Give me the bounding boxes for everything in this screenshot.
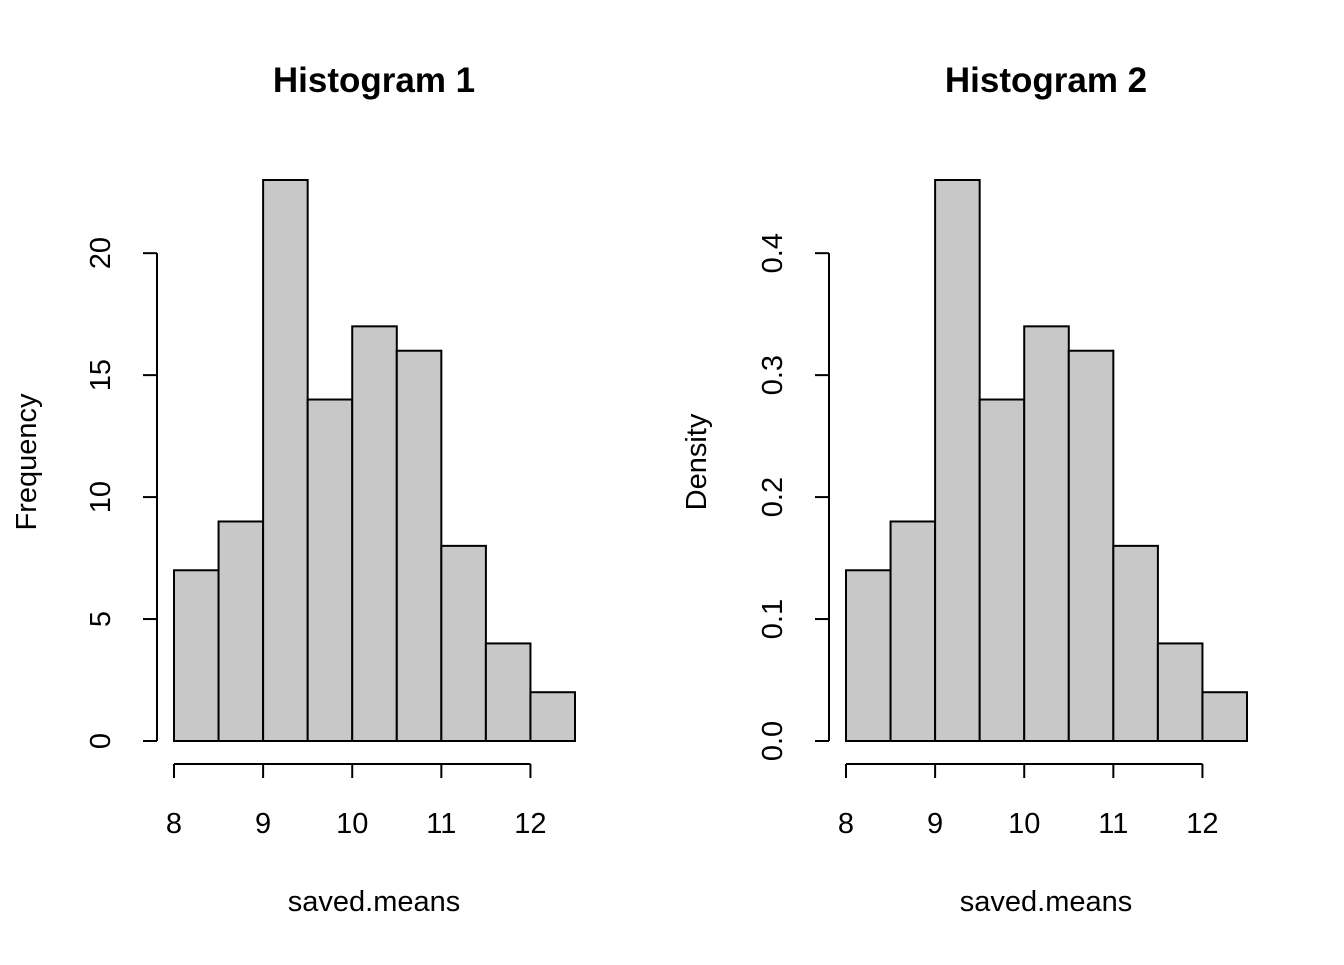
histogram-1-x-axis: 8 9 10 11 12 — [166, 763, 547, 840]
histogram-2-y-tick-label-1: 0.0 — [757, 721, 789, 761]
histogram-2-x-axis: 8 9 10 11 12 — [838, 763, 1219, 840]
histogram-1-bars — [173, 179, 577, 743]
histogram-1-panel: Histogram 1 saved.means Frequency 8 9 10 11… — [11, 61, 577, 918]
histogram-2-y-tick-label-5: 0.4 — [757, 233, 789, 273]
histogram-1-bar-4 — [306, 398, 354, 742]
histogram-2-panel: Histogram 2 saved.means Density 8 9 10 11 12… — [681, 61, 1249, 918]
histogram-2-bar-1 — [845, 569, 892, 742]
histogram-2-bar-6 — [1067, 349, 1115, 742]
histogram-2-x-tick-label-3: 10 — [1008, 808, 1040, 840]
histogram-2-x-tick-label-1: 8 — [838, 808, 854, 840]
histogram-2-bar-5 — [1023, 325, 1070, 742]
histogram-1-x-tick-label-3: 10 — [336, 808, 368, 840]
histogram-1-x-tick-label-2: 9 — [255, 808, 271, 840]
histogram-2-bar-9 — [1201, 691, 1249, 743]
histogram-1-bar-8 — [484, 642, 532, 742]
histogram-2-y-axis-label: Density — [681, 413, 713, 510]
histogram-1-bar-2 — [217, 520, 265, 743]
histogram-1-bar-6 — [395, 349, 443, 742]
histogram-1-y-tick-label-2: 5 — [85, 611, 117, 627]
histogram-2-x-axis-label: saved.means — [960, 886, 1133, 918]
histogram-2-bar-3 — [934, 179, 981, 742]
histogram-2-bar-2 — [889, 520, 937, 743]
histogram-2-x-tick-label-4: 11 — [1098, 808, 1128, 840]
histogram-2-y-tick-label-3: 0.2 — [757, 477, 789, 517]
histogram-2-x-tick-label-2: 9 — [927, 808, 943, 840]
histogram-2-x-tick-label-5: 12 — [1186, 808, 1218, 840]
histogram-2-bars — [845, 179, 1249, 743]
histogram-2-y-tick-label-4: 0.3 — [757, 355, 789, 395]
histogram-1-x-tick-label-1: 8 — [166, 808, 182, 840]
histogram-1-bar-5 — [351, 325, 398, 742]
histogram-2-bar-8 — [1156, 642, 1204, 742]
histogram-1-bar-7 — [440, 544, 487, 742]
histogram-1-x-tick-label-4: 11 — [426, 808, 456, 840]
histogram-1-y-tick-label-1: 0 — [85, 733, 117, 749]
histogram-1-y-axis-label: Frequency — [11, 393, 43, 531]
histogram-2-bar-7 — [1112, 544, 1159, 742]
histogram-2-bar-4 — [978, 398, 1026, 742]
histogram-1-bar-9 — [529, 691, 577, 743]
histogram-1-y-tick-label-3: 10 — [85, 481, 117, 513]
histogram-2-y-axis: 0.0 0.1 0.2 0.3 0.4 — [757, 233, 830, 761]
histogram-2-y-tick-label-2: 0.1 — [757, 599, 789, 639]
histogram-1-title: Histogram 1 — [273, 61, 475, 100]
histogram-1-y-tick-label-5: 20 — [85, 237, 117, 269]
histogram-1-x-tick-label-5: 12 — [514, 808, 546, 840]
histogram-1-bar-3 — [262, 179, 309, 742]
histogram-2-title: Histogram 2 — [945, 61, 1147, 100]
histogram-1-y-axis: 0 5 10 15 20 — [85, 237, 158, 749]
histogram-1-bar-1 — [173, 569, 220, 742]
histogram-1-x-axis-label: saved.means — [288, 886, 461, 918]
histogram-1-y-tick-label-4: 15 — [85, 359, 117, 391]
